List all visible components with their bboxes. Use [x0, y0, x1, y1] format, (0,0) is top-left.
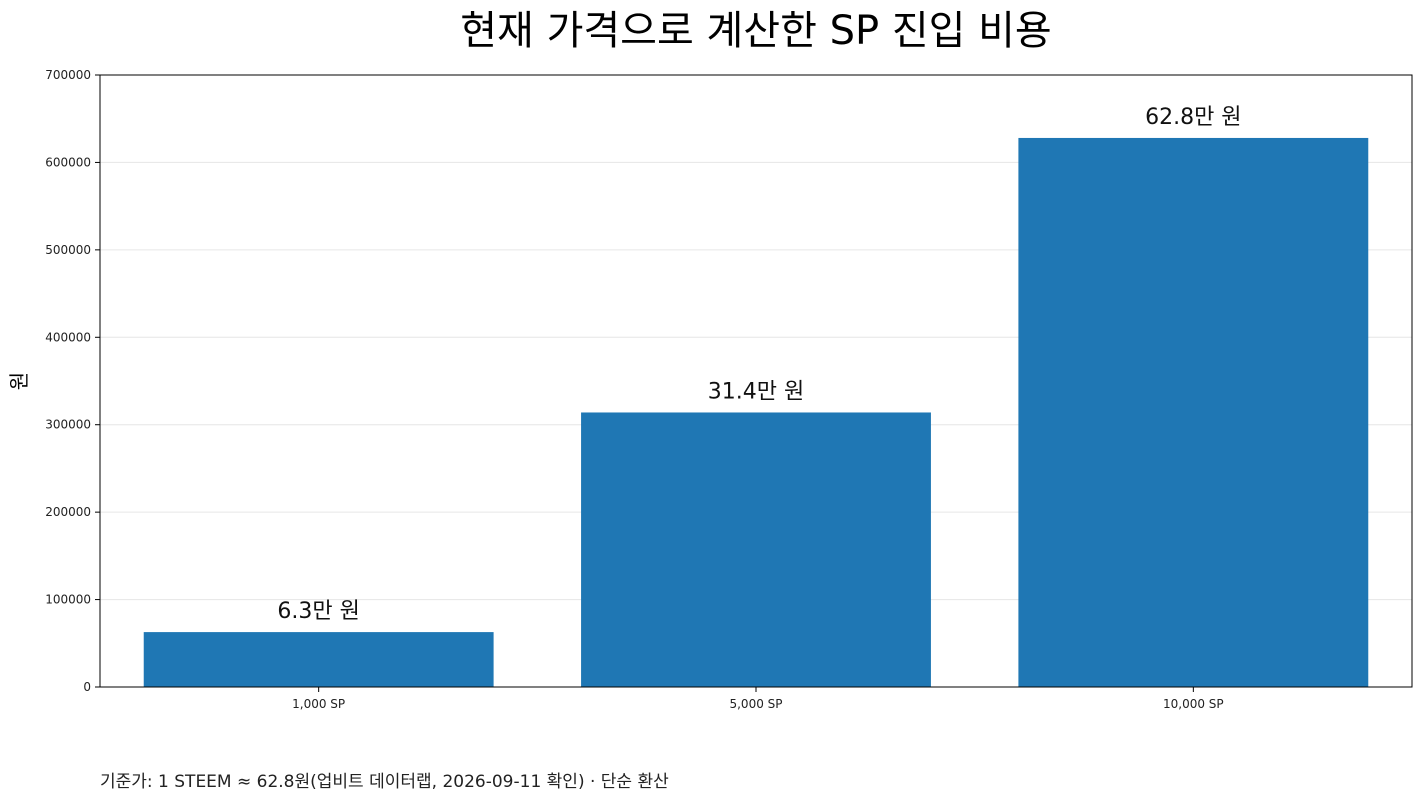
y-tick-label: 700000	[45, 68, 91, 82]
bar	[1018, 137, 1369, 687]
bar-value-label: 62.8만 원	[1145, 105, 1241, 130]
x-tick-label: 10,000 SP	[1163, 697, 1224, 711]
y-tick-label: 100000	[45, 593, 91, 607]
x-tick-label: 5,000 SP	[729, 697, 782, 711]
x-tick-label: 1,000 SP	[292, 697, 345, 711]
chart-title: 현재 가격으로 계산한 SP 진입 비용	[460, 8, 1052, 54]
bar	[581, 412, 931, 687]
bar-value-label: 6.3만 원	[277, 599, 359, 624]
y-tick-label: 500000	[45, 243, 91, 257]
data-labels: 6.3만 원 31.4만 원 62.8만 원	[277, 105, 1241, 624]
y-tick-label: 200000	[45, 505, 91, 519]
y-tick-label: 300000	[45, 418, 91, 432]
x-axis: 1,000 SP 5,000 SP 10,000 SP	[292, 687, 1224, 711]
y-axis: 0 100000 200000 300000 400000 500000 600000 700…	[45, 68, 100, 694]
y-axis-label: 원	[7, 372, 31, 390]
y-tick-label: 400000	[45, 330, 91, 344]
y-tick-label: 0	[83, 680, 91, 694]
footnote: 기준가: 1 STEEM ≈ 62.8원(업비트 데이터랩, 2026-09-1…	[100, 772, 669, 792]
bar	[143, 632, 494, 687]
bars	[143, 137, 1369, 687]
bar-value-label: 31.4만 원	[708, 379, 804, 404]
y-tick-label: 600000	[45, 155, 91, 169]
